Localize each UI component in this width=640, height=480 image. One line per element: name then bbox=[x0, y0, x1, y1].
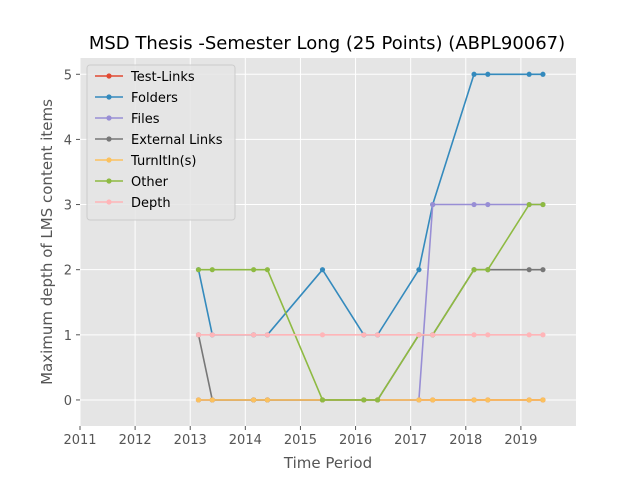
legend-item: Folders bbox=[95, 91, 178, 106]
data-point bbox=[375, 332, 381, 338]
data-point bbox=[195, 267, 202, 273]
legend-label: Files bbox=[131, 112, 160, 127]
legend-marker bbox=[106, 199, 112, 205]
data-point bbox=[209, 267, 215, 273]
legend-item: Test-Links bbox=[95, 70, 195, 85]
data-point bbox=[264, 332, 270, 338]
legend-item: Depth bbox=[95, 196, 171, 211]
data-point bbox=[471, 397, 477, 403]
data-point bbox=[485, 267, 491, 273]
chart-title: MSD Thesis -Semester Long (25 Points) (A… bbox=[89, 33, 565, 54]
data-point bbox=[195, 397, 202, 403]
legend-label: TurnItIn(s) bbox=[130, 154, 196, 169]
legend: Test-Links Folders Files External Links Turn… bbox=[86, 64, 236, 221]
legend-box bbox=[86, 64, 236, 221]
x-tick-labels: 2011 2012 2013 2014 2015 2016 2017 2018 2019 bbox=[63, 426, 537, 448]
data-point bbox=[471, 267, 477, 273]
data-point bbox=[526, 201, 532, 208]
data-point bbox=[361, 332, 367, 338]
x-tick-label: 2018 bbox=[449, 433, 482, 448]
legend-marker bbox=[106, 136, 112, 142]
legend-item: Files bbox=[95, 112, 160, 127]
series-other bbox=[195, 201, 546, 403]
x-axis-label: Time Period bbox=[283, 454, 372, 472]
series-depth bbox=[195, 332, 546, 338]
data-point bbox=[485, 397, 491, 403]
data-point bbox=[471, 201, 477, 208]
legend-label: Folders bbox=[131, 91, 178, 106]
data-point bbox=[416, 332, 422, 338]
y-tick-label: 5 bbox=[64, 68, 72, 83]
legend-marker bbox=[106, 178, 112, 184]
data-point bbox=[540, 201, 546, 208]
data-point bbox=[319, 332, 326, 338]
legend-marker bbox=[106, 94, 112, 100]
data-point bbox=[526, 71, 532, 77]
y-tick-label: 3 bbox=[64, 199, 72, 214]
data-point bbox=[430, 397, 436, 403]
data-point bbox=[526, 397, 532, 403]
data-point bbox=[526, 267, 532, 273]
x-tick-label: 2013 bbox=[174, 433, 207, 448]
legend-item: Other bbox=[95, 175, 169, 190]
legend-label: External Links bbox=[131, 133, 223, 148]
y-tick-label: 0 bbox=[64, 394, 72, 409]
legend-marker bbox=[106, 73, 112, 79]
data-point bbox=[251, 397, 257, 403]
legend-label: Depth bbox=[131, 196, 171, 211]
x-tick-label: 2017 bbox=[394, 433, 427, 448]
data-point bbox=[540, 397, 546, 403]
data-point bbox=[526, 332, 532, 338]
data-point bbox=[195, 332, 202, 338]
data-point bbox=[485, 71, 491, 77]
legend-item: External Links bbox=[95, 133, 223, 148]
data-point bbox=[375, 397, 381, 403]
legend-label: Test-Links bbox=[130, 70, 195, 85]
data-point bbox=[485, 201, 491, 208]
data-point bbox=[430, 201, 436, 208]
data-point bbox=[319, 267, 326, 273]
x-tick-label: 2012 bbox=[119, 433, 152, 448]
legend-label: Other bbox=[131, 175, 169, 190]
y-tick-labels: 0 1 2 3 4 5 bbox=[64, 68, 80, 409]
data-point bbox=[361, 397, 367, 403]
data-point bbox=[319, 397, 326, 403]
y-tick-label: 4 bbox=[64, 133, 72, 148]
y-tick-label: 2 bbox=[64, 264, 72, 279]
legend-marker bbox=[106, 157, 112, 163]
data-point bbox=[251, 267, 257, 273]
data-point bbox=[540, 332, 546, 338]
data-point bbox=[430, 332, 436, 338]
y-tick-label: 1 bbox=[64, 329, 72, 344]
x-tick-label: 2014 bbox=[229, 433, 262, 448]
data-point bbox=[264, 267, 270, 273]
data-point bbox=[485, 332, 491, 338]
y-axis-label: Maximum depth of LMS content items bbox=[38, 99, 56, 385]
data-point bbox=[416, 397, 422, 403]
data-point bbox=[251, 332, 257, 338]
data-point bbox=[540, 71, 546, 77]
data-point bbox=[264, 397, 270, 403]
data-point bbox=[540, 267, 546, 273]
legend-item: TurnItIn(s) bbox=[95, 154, 196, 169]
series-lines bbox=[195, 71, 546, 403]
data-point bbox=[209, 332, 215, 338]
data-point bbox=[471, 71, 477, 77]
x-tick-label: 2019 bbox=[504, 433, 537, 448]
data-point bbox=[416, 267, 422, 273]
x-tick-label: 2015 bbox=[284, 433, 317, 448]
legend-marker bbox=[106, 115, 112, 121]
data-point bbox=[471, 332, 477, 338]
x-tick-label: 2011 bbox=[63, 433, 96, 448]
x-tick-label: 2016 bbox=[339, 433, 372, 448]
data-point bbox=[209, 397, 215, 403]
